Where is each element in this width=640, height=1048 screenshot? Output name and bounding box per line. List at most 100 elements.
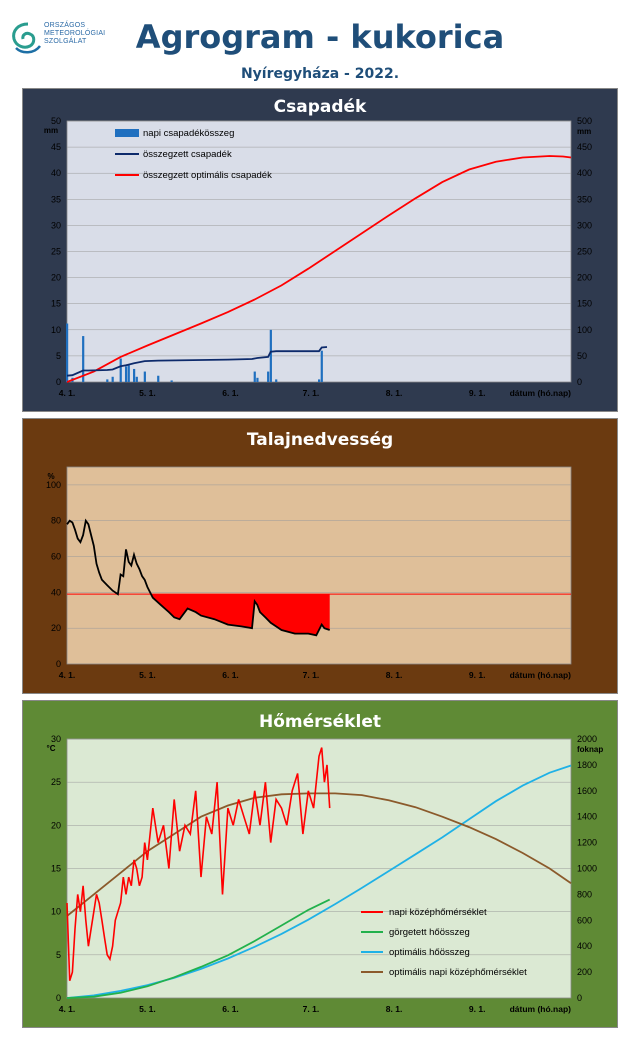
y-left-unit: mm (44, 126, 58, 135)
y-right-tick-label: 50 (577, 351, 587, 361)
x-tick-label: 4. 1. (59, 670, 76, 680)
daily-mean-temp-line (66, 747, 331, 981)
x-tick-label: 6. 1. (222, 670, 239, 680)
y-left-tick-label: 5 (56, 351, 61, 361)
x-axis-label: dátum (hó.nap) (510, 388, 572, 398)
cumulative-precip-line (66, 346, 328, 377)
daily-precip-bar (124, 366, 128, 382)
y-right-tick-label: 250 (577, 247, 592, 257)
y-right-tick-label: 450 (577, 142, 592, 152)
page-subtitle: Nyíregyháza - 2022. (240, 66, 400, 82)
temperature-chart: Hőmérséklet 0 5 10 15 20 25 30°C 0 200 400 600 800 10… (47, 712, 604, 1014)
y-left-tick-label: 100 (46, 480, 61, 490)
daily-precip-bar (267, 371, 270, 382)
plot-area (66, 466, 572, 665)
y-left-tick-label: 50 (51, 116, 61, 126)
x-axis-label: dátum (hó.nap) (510, 670, 572, 680)
daily-precip-bar (111, 376, 114, 382)
soil-moisture-line (66, 518, 330, 637)
y-left-tick-label: 30 (51, 220, 61, 230)
y-right-tick-label: 0 (577, 377, 582, 387)
page-title: Agrogram - kukorica (135, 18, 505, 56)
y-left-tick-label: 0 (56, 993, 61, 1003)
y-left-unit: % (47, 472, 54, 481)
legend-entry: összegzett csapadék (143, 149, 232, 160)
y-left-tick-label: 15 (51, 299, 61, 309)
y-left-tick-label: 25 (51, 777, 61, 787)
daily-precip-bar (133, 368, 136, 382)
rolling-heat-sum-line (66, 898, 331, 999)
optimal-daily-temp-line (66, 792, 572, 917)
y-right-tick-label: 1800 (577, 760, 597, 770)
y-left-unit: °C (47, 744, 56, 753)
x-tick-label: 5. 1. (139, 670, 156, 680)
y-right-tick-label: 500 (577, 116, 592, 126)
logo-swirl-icon (12, 22, 41, 54)
y-right-tick-label: 150 (577, 299, 592, 309)
x-tick-label: 5. 1. (139, 1004, 156, 1014)
x-tick-label: 8. 1. (386, 388, 403, 398)
moisture-deficit-area (151, 594, 330, 636)
daily-precip-bar (135, 376, 138, 382)
logo-text: ORSZÁGOS METEOROLÓGIAI SZOLGÁLAT (44, 22, 105, 46)
daily-precip-bar (170, 380, 173, 382)
daily-precip-bar (106, 379, 109, 382)
daily-precip-bar (275, 379, 278, 382)
x-tick-label: 5. 1. (139, 388, 156, 398)
chart-title: Csapadék (274, 97, 367, 117)
x-tick-label: 9. 1. (469, 670, 486, 680)
chart-title: Hőmérséklet (259, 712, 381, 732)
y-left-tick-label: 80 (51, 516, 61, 526)
y-left-tick-label: 40 (51, 587, 61, 597)
x-tick-label: 6. 1. (222, 388, 239, 398)
x-tick-label: 9. 1. (469, 388, 486, 398)
optimal-cumulative-precip-line (66, 155, 572, 383)
daily-precip-bar (318, 379, 321, 382)
y-right-tick-label: 800 (577, 889, 592, 899)
daily-precip-bar (127, 365, 130, 382)
x-tick-label: 7. 1. (303, 388, 320, 398)
omsz-logo (8, 18, 128, 58)
y-right-tick-label: 400 (577, 941, 592, 951)
legend-entry: görgetett hőösszeg (389, 927, 470, 938)
y-left-tick-label: 25 (51, 247, 61, 257)
x-tick-label: 8. 1. (386, 1004, 403, 1014)
y-right-tick-label: 600 (577, 915, 592, 925)
y-left-tick-label: 30 (51, 734, 61, 744)
chart-title: Talajnedvesség (247, 430, 393, 450)
y-left-tick-label: 40 (51, 168, 61, 178)
precipitation-chart: Csapadék05101520253035404550mm0501001502… (44, 97, 592, 398)
daily-precip-bar (256, 377, 259, 382)
y-left-tick-label: 10 (51, 325, 61, 335)
daily-precip-bar (253, 371, 256, 382)
y-left-tick-label: 0 (56, 659, 61, 669)
daily-precip-bar (66, 323, 69, 382)
precipitation-panel: Csapadék 0 5 10 15 20 25 30 35 40 45 50 mm 0 50 100 150 2… (22, 88, 618, 412)
y-left-tick-label: 10 (51, 907, 61, 917)
logo-line-3: SZOLGÁLAT (44, 38, 87, 45)
daily-precip-bar (320, 350, 323, 382)
temperature-panel: Hőmérséklet 0 5 10 15 20 25 30 °C 0 200 400 600 800 10… (22, 700, 618, 1028)
y-right-tick-label: 300 (577, 220, 592, 230)
y-right-tick-label: 200 (577, 273, 592, 283)
legend-entry: optimális napi középhőmérséklet (389, 967, 527, 978)
legend-swatch-daily (115, 129, 139, 137)
y-left-tick-label: 35 (51, 194, 61, 204)
x-tick-label: 9. 1. (469, 1004, 486, 1014)
x-tick-label: 8. 1. (386, 670, 403, 680)
y-left-tick-label: 45 (51, 142, 61, 152)
y-right-tick-label: 200 (577, 967, 592, 977)
x-tick-label: 4. 1. (59, 388, 76, 398)
x-tick-label: 4. 1. (59, 1004, 76, 1014)
y-right-unit: mm (577, 127, 591, 136)
y-right-tick-label: 400 (577, 168, 592, 178)
x-tick-label: 6. 1. (222, 1004, 239, 1014)
y-right-unit: foknap (577, 745, 603, 754)
y-left-tick-label: 20 (51, 820, 61, 830)
logo-line-2: METEOROLÓGIAI (44, 30, 106, 37)
logo-line-1: ORSZÁGOS (44, 22, 86, 29)
x-axis-label: dátum (hó.nap) (510, 1004, 572, 1014)
x-tick-label: 7. 1. (303, 670, 320, 680)
daily-precip-bar (82, 336, 85, 382)
soil-moisture-chart: Talajnedvesség 0 20 40 60 80 100% 4. 1. 5. 1. 6. … (46, 430, 572, 680)
